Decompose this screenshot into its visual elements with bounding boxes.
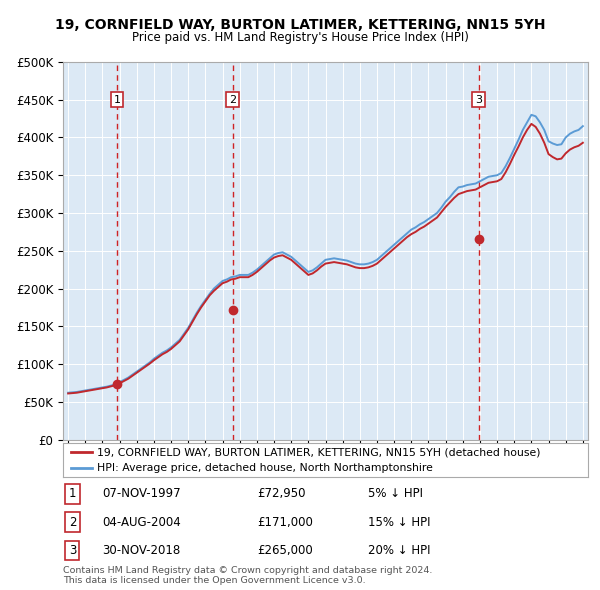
Text: 5% ↓ HPI: 5% ↓ HPI — [367, 487, 422, 500]
Text: 1: 1 — [113, 95, 121, 104]
Text: £171,000: £171,000 — [257, 516, 313, 529]
Text: £265,000: £265,000 — [257, 544, 313, 557]
Text: Price paid vs. HM Land Registry's House Price Index (HPI): Price paid vs. HM Land Registry's House … — [131, 31, 469, 44]
Text: Contains HM Land Registry data © Crown copyright and database right 2024.
This d: Contains HM Land Registry data © Crown c… — [63, 566, 433, 585]
Text: 2: 2 — [69, 516, 76, 529]
Text: HPI: Average price, detached house, North Northamptonshire: HPI: Average price, detached house, Nort… — [97, 463, 433, 473]
Text: 3: 3 — [475, 95, 482, 104]
Text: 19, CORNFIELD WAY, BURTON LATIMER, KETTERING, NN15 5YH: 19, CORNFIELD WAY, BURTON LATIMER, KETTE… — [55, 18, 545, 32]
Text: 20% ↓ HPI: 20% ↓ HPI — [367, 544, 430, 557]
Text: £72,950: £72,950 — [257, 487, 306, 500]
Text: 3: 3 — [69, 544, 76, 557]
Text: 15% ↓ HPI: 15% ↓ HPI — [367, 516, 430, 529]
Text: 19, CORNFIELD WAY, BURTON LATIMER, KETTERING, NN15 5YH (detached house): 19, CORNFIELD WAY, BURTON LATIMER, KETTE… — [97, 447, 541, 457]
Text: 07-NOV-1997: 07-NOV-1997 — [103, 487, 181, 500]
Text: 2: 2 — [229, 95, 236, 104]
Text: 30-NOV-2018: 30-NOV-2018 — [103, 544, 181, 557]
Text: 1: 1 — [69, 487, 76, 500]
Text: 04-AUG-2004: 04-AUG-2004 — [103, 516, 181, 529]
